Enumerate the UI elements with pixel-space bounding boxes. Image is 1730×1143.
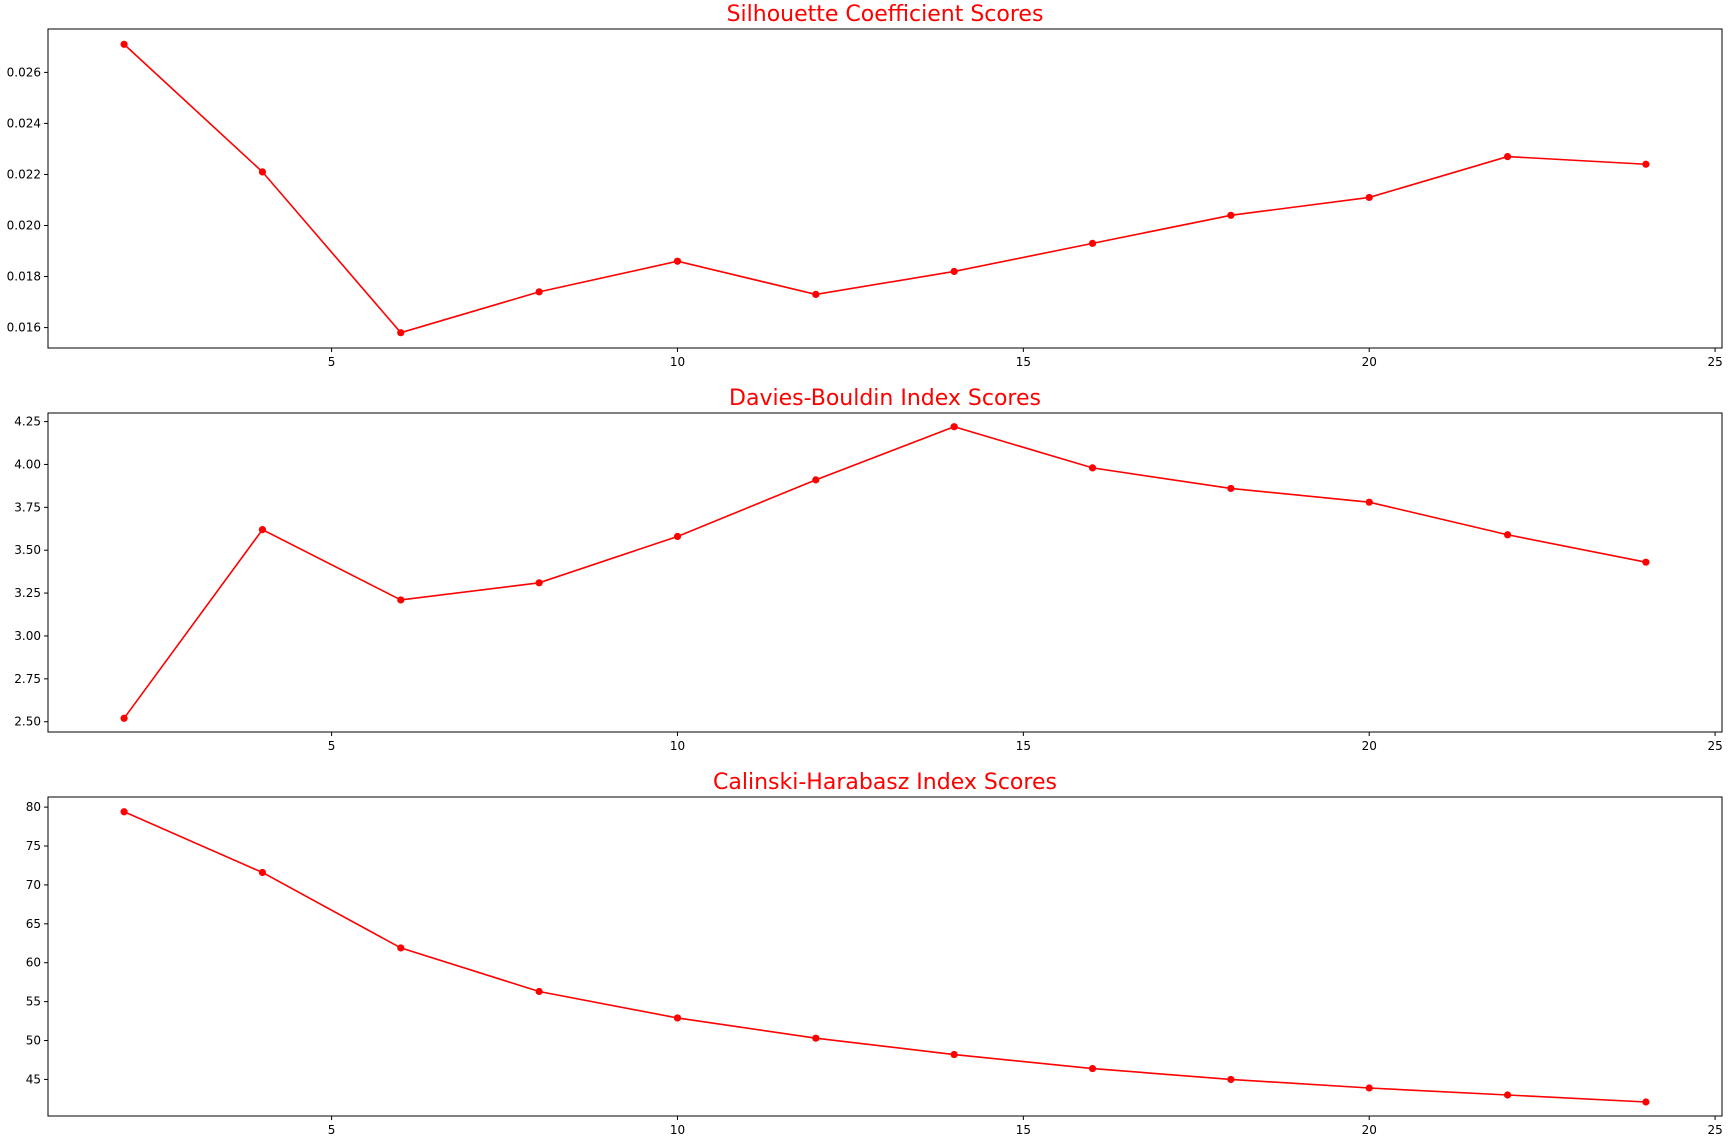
davies-bouldin-ytick-label: 4.25: [14, 415, 41, 429]
davies-bouldin-xtick-label: 15: [1016, 739, 1031, 753]
silhouette-data-point: [535, 288, 543, 296]
calinski-harabasz-ytick-label: 80: [26, 800, 41, 814]
calinski-harabasz-data-point: [1088, 1064, 1097, 1073]
davies-bouldin-ytick-label: 3.25: [14, 586, 41, 600]
calinski-harabasz-data-point: [535, 987, 543, 996]
silhouette-data-point: [1227, 211, 1235, 219]
calinski-harabasz-data-point: [1642, 1098, 1650, 1106]
davies-bouldin-ytick-label: 4.00: [14, 457, 41, 471]
calinski-harabasz-axes-frame: [47, 796, 1723, 1117]
davies-bouldin-data-point: [397, 596, 405, 604]
silhouette-chart: Silhouette Coefficient Scores 0.016 0.018 0…: [7, 2, 1723, 369]
davies-bouldin-data-point: [673, 532, 682, 541]
davies-bouldin-ytick-label: 2.75: [14, 672, 41, 686]
davies-bouldin-data-point: [535, 579, 543, 587]
silhouette-data-point: [1642, 160, 1650, 168]
davies-bouldin-data-point: [1503, 531, 1512, 539]
davies-bouldin-data-point: [1227, 484, 1235, 493]
silhouette-ytick-label: 0.024: [7, 116, 41, 130]
calinski-harabasz-xtick-label: 25: [1707, 1123, 1722, 1137]
davies-bouldin-ytick-label: 3.75: [14, 500, 41, 514]
calinski-harabasz-ytick-label: 45: [26, 1072, 41, 1086]
calinski-harabasz-ytick-label: 70: [26, 878, 41, 892]
calinski-harabasz-xtick-label: 5: [328, 1123, 336, 1137]
silhouette-data-point: [120, 40, 128, 48]
calinski-harabasz-title: Calinski-Harabasz Index Scores: [713, 770, 1057, 795]
davies-bouldin-title: Davies-Bouldin Index Scores: [729, 386, 1041, 411]
calinski-harabasz-data-point: [673, 1014, 682, 1022]
calinski-harabasz-series-line: [123, 811, 1646, 1103]
silhouette-data-point: [950, 267, 958, 276]
davies-bouldin-data-point: [812, 476, 820, 484]
davies-bouldin-xtick-label: 25: [1707, 739, 1722, 753]
calinski-harabasz-data-point: [120, 808, 128, 816]
calinski-harabasz-data-point: [1227, 1075, 1235, 1084]
calinski-harabasz-ytick-label: 75: [26, 839, 41, 853]
calinski-harabasz-xtick-label: 15: [1016, 1123, 1031, 1137]
silhouette-xtick-label: 10: [670, 355, 685, 369]
calinski-harabasz-data-point: [812, 1034, 820, 1042]
silhouette-data-point: [812, 290, 820, 299]
silhouette-ytick-label: 0.026: [7, 65, 41, 79]
silhouette-data-point: [1088, 239, 1097, 247]
davies-bouldin-series-line: [123, 425, 1647, 719]
calinski-harabasz-xtick-label: 20: [1362, 1123, 1377, 1137]
calinski-harabasz-data-point: [258, 868, 267, 877]
calinski-harabasz-data-point: [1503, 1091, 1512, 1099]
davies-bouldin-data-point: [120, 714, 128, 722]
davies-bouldin-ytick-label: 3.50: [14, 543, 41, 557]
silhouette-ytick-label: 0.018: [7, 270, 41, 284]
silhouette-title: Silhouette Coefficient Scores: [727, 2, 1044, 27]
davies-bouldin-axes-frame: [47, 412, 1723, 733]
silhouette-series-line: [123, 43, 1646, 334]
davies-bouldin-ytick-label: 3.00: [14, 629, 41, 643]
silhouette-xtick-label: 20: [1362, 355, 1377, 369]
davies-bouldin-xtick-label: 10: [670, 739, 685, 753]
silhouette-ytick-label: 0.022: [7, 167, 41, 181]
calinski-harabasz-ytick-label: 55: [26, 995, 41, 1009]
silhouette-xtick-label: 15: [1016, 355, 1031, 369]
davies-bouldin-data-point: [1088, 464, 1097, 472]
silhouette-axes-frame: [47, 28, 1723, 349]
silhouette-data-point: [673, 257, 682, 265]
calinski-harabasz-data-point: [950, 1050, 958, 1059]
silhouette-data-point: [1365, 193, 1373, 202]
davies-bouldin-data-point: [258, 526, 267, 534]
calinski-harabasz-ytick-label: 50: [26, 1034, 41, 1048]
calinski-harabasz-xtick-label: 10: [670, 1123, 685, 1137]
calinski-harabasz-ytick-label: 65: [26, 917, 41, 931]
calinski-harabasz-data-point: [1365, 1084, 1373, 1092]
calinski-harabasz-chart: Calinski-Harabasz Index Scores 45 50 55 60 65…: [26, 770, 1723, 1137]
silhouette-ytick-label: 0.020: [7, 219, 41, 233]
silhouette-ytick-label: 0.016: [7, 321, 41, 335]
davies-bouldin-chart: Davies-Bouldin Index Scores 2.50 2.75 3.00 3…: [14, 386, 1722, 753]
silhouette-data-point: [397, 329, 405, 337]
davies-bouldin-xtick-label: 5: [328, 739, 336, 753]
davies-bouldin-xtick-label: 20: [1362, 739, 1377, 753]
davies-bouldin-data-point: [1365, 498, 1373, 506]
davies-bouldin-data-point: [950, 423, 958, 431]
silhouette-xtick-label: 25: [1707, 355, 1722, 369]
silhouette-data-point: [1503, 153, 1512, 161]
silhouette-xtick-label: 5: [328, 355, 336, 369]
silhouette-data-point: [258, 168, 267, 176]
davies-bouldin-data-point: [1642, 558, 1650, 566]
calinski-harabasz-data-point: [397, 944, 405, 952]
davies-bouldin-ytick-label: 2.50: [14, 715, 41, 729]
calinski-harabasz-ytick-label: 60: [26, 956, 41, 970]
